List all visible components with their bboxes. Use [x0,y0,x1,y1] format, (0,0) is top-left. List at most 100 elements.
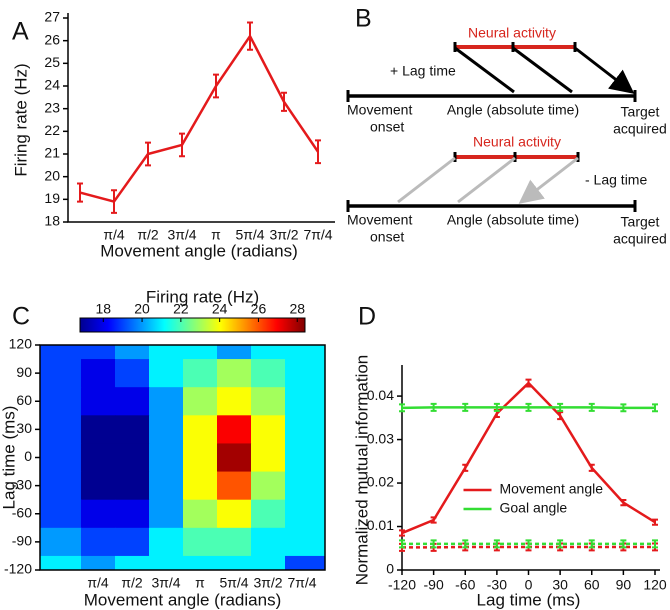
error-bar [399,529,405,537]
series-line [79,33,320,204]
cell [285,471,325,501]
x-tick-label: 0 [525,577,533,593]
cell [81,443,116,473]
cell [251,555,286,570]
cell [183,443,218,473]
error-bar [652,539,658,549]
cell [217,499,252,529]
y-tick-label: 0 [24,448,32,464]
error-bar [525,539,532,549]
y-tick-label: 60 [16,392,32,408]
error-bar [652,518,658,526]
cell [115,415,150,444]
cell [81,415,116,444]
cell [81,387,116,416]
x-tick-label: π/2 [137,227,159,243]
y-tick-label: -30 [12,476,32,492]
error-bar [620,539,627,549]
y-tick-label: 26 [44,31,60,47]
x-tick-label: 120 [643,577,667,593]
cell [149,359,184,388]
lag-arrows [454,46,632,92]
cell [149,443,184,473]
y-tick-label: 20 [44,167,60,183]
y-tick-label: 90 [16,364,32,380]
panel-label: D [358,303,376,331]
x-tick-label: 3π/4 [167,227,196,243]
cell [40,443,82,473]
contour-cells [40,345,325,570]
onset-label: Movement [347,212,412,228]
cell [251,415,286,444]
cell [217,415,252,444]
y-tick-label: 22 [44,122,60,138]
cell [81,471,116,501]
error-bar [281,91,287,112]
cell [285,443,325,473]
x-axis-title: Movement angle (radians) [84,590,281,609]
colorbar-tick-label: 20 [134,301,150,317]
colorbar-tick-label: 28 [289,301,305,317]
error-bar [557,539,564,549]
cell [285,415,325,444]
cell [285,387,325,416]
cell [183,555,218,570]
y-tick-label: 21 [44,145,60,161]
x-tick-label: π/2 [121,575,143,591]
cell [285,499,325,529]
cell [217,345,252,360]
cell [149,471,184,501]
cell [149,555,184,570]
cell [115,471,150,501]
cell [81,555,116,570]
cell [40,499,82,529]
error-bar [588,539,595,549]
error-bar [525,378,532,388]
x-tick-label: 7π/4 [303,227,332,243]
error-bar [652,403,658,413]
error-bar [145,141,151,167]
axis-ends [346,200,637,212]
x-tick-label: π [211,227,221,243]
cell [40,345,82,360]
error-bar [213,73,219,99]
cell [183,499,218,529]
error-bar [111,189,117,214]
cell [183,359,218,388]
y-tick-label: 25 [44,54,60,70]
error-bar [179,132,185,158]
cell [183,415,218,444]
cell [285,527,325,557]
diagram-b: B Neural activity + Lag time Movement on… [346,5,667,247]
cell [81,359,116,388]
error-bar [430,402,437,412]
cell [115,345,150,360]
x-tick-label: 3π/4 [151,575,180,591]
legend-label: Movement angle [500,481,604,497]
target-label: Target [621,104,660,120]
activity-ticks [453,42,577,52]
cell [217,555,252,570]
error-bar [462,402,469,412]
panel-label: B [355,5,372,33]
y-axis-title: Normalized mutual information [352,355,371,586]
target-label: acquired [613,231,667,247]
cell [115,359,150,388]
cell [115,527,150,557]
cell [40,387,82,416]
cell [251,387,286,416]
activity-ticks [453,152,580,162]
error-bar [493,402,500,412]
error-bar [525,402,532,412]
axis-label: Angle (absolute time) [447,102,579,118]
error-bar [399,403,405,413]
panel-label: C [12,303,30,331]
error-bar [462,463,469,472]
x-tick-label: 3π/2 [269,227,298,243]
x-tick-label: 5π/4 [235,227,264,243]
y-tick-label: 23 [44,99,60,115]
cell [183,387,218,416]
error-bar [430,539,437,549]
y-tick-label: 19 [44,190,60,206]
